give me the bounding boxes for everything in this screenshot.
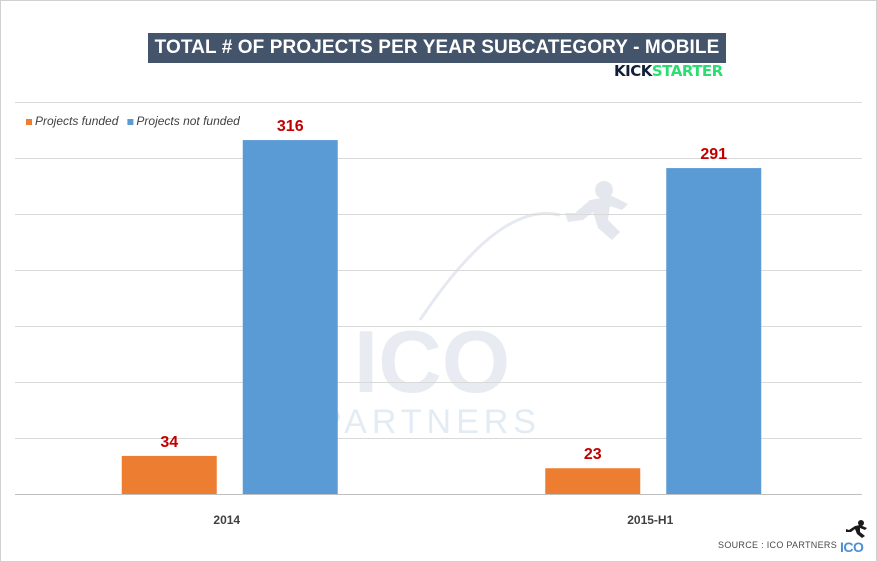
- kickstarter-logo-starter: STARTER: [651, 62, 723, 80]
- source-note: SOURCE : ICO PARTNERS: [718, 540, 837, 550]
- x-tick-label: 2015-H1: [627, 513, 673, 527]
- watermark-arc: [418, 211, 561, 321]
- ico-partners-watermark: ICO PARTNERS: [319, 181, 628, 441]
- x-tick-label: 2014: [213, 513, 240, 527]
- data-labels: 34 316 23 291: [160, 118, 727, 463]
- chart-title: TOTAL # OF PROJECTS PER YEAR SUBCATEGORY…: [148, 33, 726, 88]
- legend-swatch: [26, 119, 32, 125]
- watermark-partners: PARTNERS: [319, 403, 541, 441]
- watermark-runner-icon: [565, 181, 628, 240]
- kickstarter-logo-kick: KICK: [614, 62, 652, 80]
- watermark-ico: ICO: [354, 312, 510, 411]
- bar-projects-not-funded-2014: [242, 140, 338, 494]
- bar-projects-funded-2014: [121, 455, 217, 494]
- data-label: 316: [277, 118, 304, 135]
- data-label: 291: [700, 146, 727, 163]
- runner-icon: [846, 520, 867, 538]
- data-label: 34: [160, 434, 178, 451]
- legend: Projects funded Projects not funded: [26, 114, 240, 128]
- legend-label: Projects funded: [35, 114, 119, 128]
- ico-logo-text: ICO: [840, 539, 864, 555]
- data-label: 23: [584, 446, 602, 463]
- bar-projects-not-funded-2015-h1: [666, 168, 762, 494]
- bars: [121, 140, 762, 494]
- bar-projects-funded-2015-h1: [545, 468, 641, 494]
- x-axis-ticks: 2014 2015-H1: [213, 513, 673, 527]
- kickstarter-logo: KICKSTARTER: [614, 62, 723, 80]
- legend-label: Projects not funded: [136, 114, 240, 128]
- ico-logo: ICO: [840, 519, 868, 555]
- legend-swatch: [127, 119, 134, 125]
